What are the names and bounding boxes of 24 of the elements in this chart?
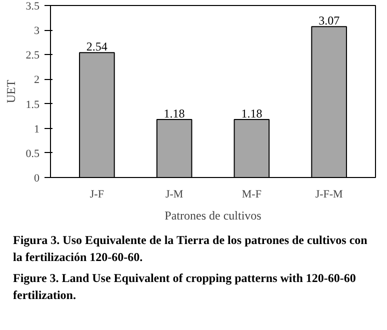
bar xyxy=(79,52,115,178)
x-axis-title: Patrones de cultivos xyxy=(164,208,262,222)
y-tick-label: 1.5 xyxy=(26,98,40,111)
data-label: 2.54 xyxy=(86,40,108,54)
x-tick-label: J-M xyxy=(165,188,184,200)
y-tick-label: 2.5 xyxy=(26,50,40,62)
bar xyxy=(311,26,347,178)
y-tick-label: 0 xyxy=(34,172,40,184)
y-axis-title: UET xyxy=(4,79,18,104)
data-label: 1.18 xyxy=(164,106,185,121)
y-tick-label: 3 xyxy=(34,25,40,38)
x-tick-label: M-F xyxy=(242,188,262,200)
y-tick-label: 3.5 xyxy=(26,0,40,12)
x-tick-label: J-F-M xyxy=(315,188,344,200)
caption: Figure 3. Land Use Equivalent of cropping patterns with 120-60-60 fertilization. xyxy=(13,270,357,304)
text: Figura 3. Uso Equivalente de la Tierra de los patrones de cultivos con la fertilización 120-60-60. xyxy=(13,232,368,266)
y-tick-label: 2 xyxy=(34,74,40,86)
y-tick-label: 1 xyxy=(34,123,40,136)
x-tick-label: J-F xyxy=(90,188,104,200)
data-label: 3.07 xyxy=(318,14,340,28)
bar xyxy=(156,119,192,178)
bar xyxy=(234,119,270,178)
y-tick-label: 0.5 xyxy=(26,148,40,160)
data-label: 1.18 xyxy=(241,106,262,121)
